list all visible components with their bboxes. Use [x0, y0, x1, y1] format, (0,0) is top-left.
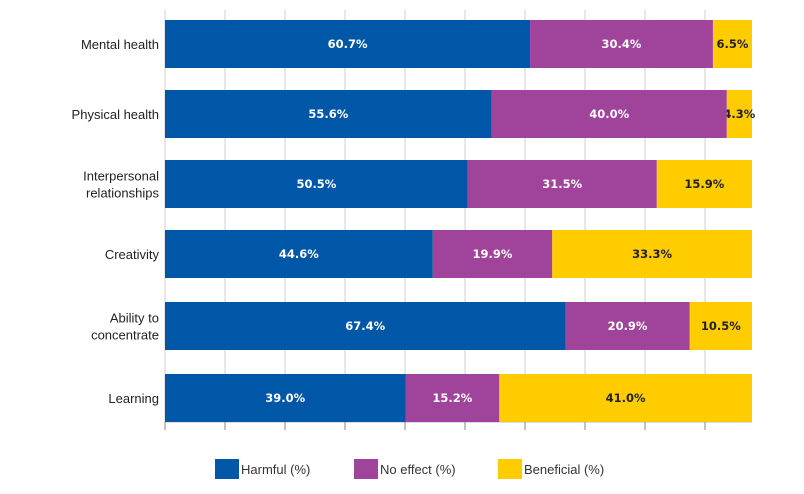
data-label: 33.3% — [632, 247, 672, 261]
legend-label: Harmful (%) — [241, 462, 310, 477]
legend-swatch — [498, 459, 522, 479]
bar-segment — [712, 20, 752, 68]
data-label: 10.5% — [701, 319, 741, 333]
data-label: 6.5% — [717, 37, 749, 51]
data-label: 20.9% — [608, 319, 648, 333]
bar-segment — [499, 374, 752, 422]
legend-swatch — [354, 459, 378, 479]
bar-segment — [565, 302, 690, 350]
bar-segment — [405, 374, 500, 422]
legend-swatch — [215, 459, 239, 479]
category-label: relationships — [86, 186, 159, 201]
bar-segment — [726, 90, 752, 138]
data-label: 15.2% — [432, 391, 472, 405]
bar-segment — [165, 230, 433, 278]
bar-segment — [165, 302, 566, 350]
data-label: 60.7% — [328, 37, 368, 51]
data-label: 44.6% — [279, 247, 319, 261]
category-label: Learning — [108, 391, 159, 406]
category-label: Physical health — [72, 107, 159, 122]
legend-label: No effect (%) — [380, 462, 456, 477]
bar-segment — [467, 160, 657, 208]
bar-segment — [656, 160, 752, 208]
bar-segment — [165, 90, 492, 138]
bar-segment — [530, 20, 713, 68]
data-label: 41.0% — [606, 391, 646, 405]
data-label: 31.5% — [542, 177, 582, 191]
category-label: Mental health — [81, 37, 159, 52]
data-label: 67.4% — [345, 319, 385, 333]
data-label: 30.4% — [602, 37, 642, 51]
data-label: 15.9% — [684, 177, 724, 191]
category-label: concentrate — [91, 328, 159, 343]
data-label: 50.5% — [296, 177, 336, 191]
bar-segment — [552, 230, 752, 278]
bar-segment — [432, 230, 553, 278]
bar-segment — [689, 302, 752, 350]
data-label: 19.9% — [472, 247, 512, 261]
bar-segment — [165, 20, 531, 68]
bar-segment — [165, 374, 406, 422]
category-label: Ability to — [110, 311, 159, 326]
bar-segment — [491, 90, 727, 138]
category-label: Creativity — [105, 247, 160, 262]
data-label: 40.0% — [589, 107, 629, 121]
data-label: 55.6% — [308, 107, 348, 121]
bar-segment — [165, 160, 468, 208]
data-label: 39.0% — [265, 391, 305, 405]
legend-label: Beneficial (%) — [524, 462, 604, 477]
category-label: Interpersonal — [83, 169, 159, 184]
data-label: 4.3% — [723, 107, 755, 121]
